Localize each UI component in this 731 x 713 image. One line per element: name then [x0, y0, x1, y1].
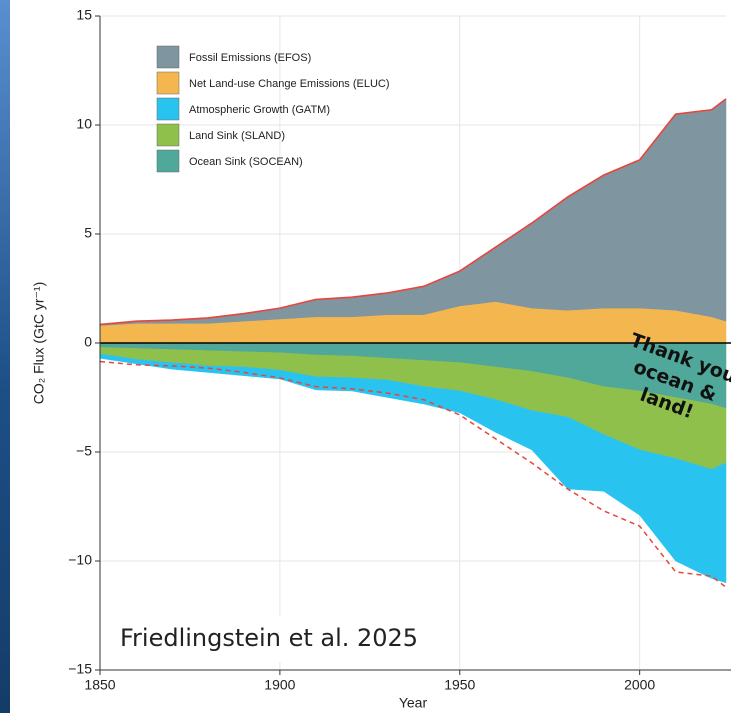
- y-tick-label: 10: [76, 116, 92, 132]
- legend-label: Ocean Sink (SOCEAN): [189, 156, 303, 168]
- legend-swatch: [156, 149, 180, 173]
- x-tick-label: 2000: [624, 677, 655, 693]
- legend-label: Land Sink (SLAND): [189, 130, 285, 142]
- dashed-line: [99, 360, 727, 588]
- credit: Friedlingstein et al. 2025: [120, 624, 418, 652]
- legend-label: Net Land-use Change Emissions (ELUC): [189, 78, 390, 90]
- x-tick-label: 1950: [444, 677, 475, 693]
- y-tick-label: 15: [76, 7, 92, 23]
- x-axis-label: Year: [399, 695, 428, 711]
- legend-swatch: [156, 123, 180, 147]
- outline: [99, 98, 727, 326]
- legend-swatch: [156, 97, 180, 121]
- legend-swatch: [156, 45, 180, 69]
- y-axis-label: CO₂ Flux (GtC yr⁻¹): [31, 282, 47, 404]
- y-tick-label: 5: [84, 225, 92, 241]
- credit-box: [110, 616, 448, 662]
- y-tick-label: −10: [68, 552, 92, 568]
- x-tick-label: 1900: [264, 677, 295, 693]
- y-tick-label: 0: [84, 334, 92, 350]
- legend-label: Fossil Emissions (EFOS): [189, 52, 311, 64]
- y-tick-label: −15: [68, 661, 92, 677]
- y-tick-label: −5: [76, 443, 92, 459]
- area: [99, 353, 727, 584]
- x-tick-label: 1850: [84, 677, 115, 693]
- legend-label: Atmospheric Growth (GATM): [189, 104, 330, 116]
- legend-swatch: [156, 71, 180, 95]
